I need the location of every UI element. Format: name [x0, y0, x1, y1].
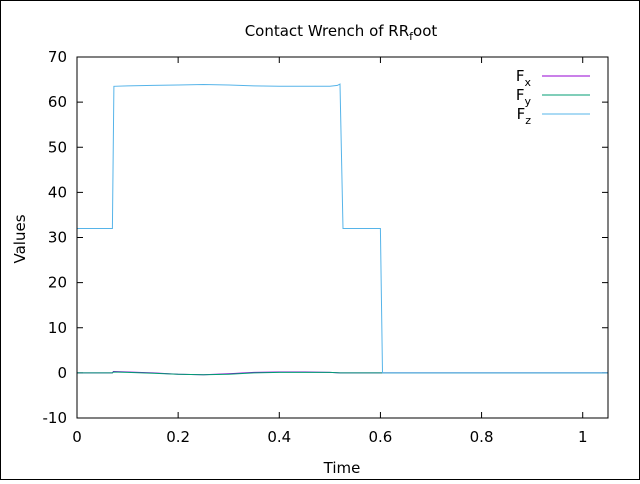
chart-title-subscript: f — [409, 30, 414, 43]
x-tick-label: 1 — [578, 428, 588, 446]
chart-title: Contact Wrench of RRfoot — [245, 22, 438, 43]
svg-text:Contact Wrench of RRfoot: Contact Wrench of RRfoot — [245, 22, 438, 43]
x-axis-label: Time — [323, 459, 361, 477]
plot-frame — [76, 56, 609, 419]
chart-title-tail: oot — [413, 22, 437, 40]
legend-label-fz: Fz — [517, 105, 532, 127]
y-tick-label: 0 — [57, 364, 67, 382]
y-tick-label: 20 — [48, 274, 67, 292]
y-tick-label: 50 — [48, 138, 67, 156]
legend-label-fy: Fy — [516, 86, 532, 108]
y-tick-label: 30 — [48, 229, 67, 247]
chart-title-main: Contact Wrench of RR — [245, 22, 409, 40]
x-tick-label: 0.4 — [267, 428, 291, 446]
x-tick-label: 0.8 — [470, 428, 494, 446]
y-tick-label: 70 — [48, 48, 67, 66]
series-line-fz — [77, 83, 608, 374]
y-axis-label: Values — [11, 214, 29, 263]
x-tick-label: 0 — [72, 428, 82, 446]
x-tick-label: 0.6 — [368, 428, 392, 446]
legend-label-fx: Fx — [516, 67, 532, 89]
y-tick-label: 60 — [48, 93, 67, 111]
y-tick-label: -10 — [43, 409, 68, 427]
series-line-fy — [77, 371, 608, 376]
x-tick-label: 0.2 — [166, 428, 190, 446]
y-tick-label: 10 — [48, 319, 67, 337]
y-tick-label: 40 — [48, 183, 67, 201]
